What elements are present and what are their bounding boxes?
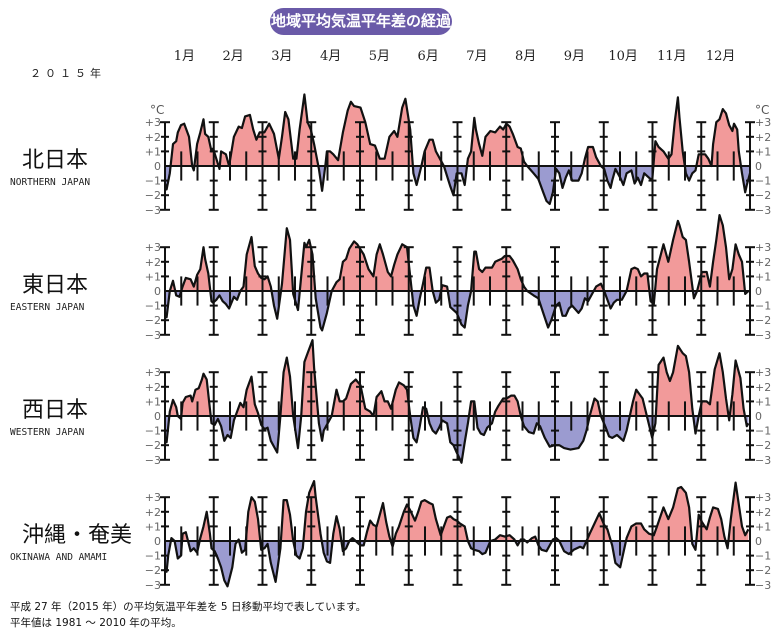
y-tick-label-left: −2 bbox=[145, 189, 161, 202]
footnote-line-1: 平成 27 年（2015 年）の平均気温平年差を 5 日移動平均で表しています。 bbox=[10, 601, 367, 613]
month-label: 2月 bbox=[222, 49, 243, 64]
y-tick-label-right: −2 bbox=[755, 314, 771, 327]
month-label: 9月 bbox=[564, 49, 585, 64]
y-tick-label-left: −2 bbox=[145, 564, 161, 577]
y-tick-label-left: +1 bbox=[145, 270, 161, 283]
y-tick-label-right: 0 bbox=[755, 410, 762, 423]
y-tick-label-right: 0 bbox=[755, 160, 762, 173]
y-tick-label-right: +3 bbox=[755, 241, 771, 254]
y-tick-label-left: +2 bbox=[145, 506, 161, 519]
y-tick-label-right: +2 bbox=[755, 256, 771, 269]
y-tick-label-right: +1 bbox=[755, 270, 771, 283]
negative-anomaly-area bbox=[165, 166, 750, 204]
panel-subtitle-northern: NORTHERN JAPAN bbox=[10, 177, 91, 188]
month-label: 10月 bbox=[608, 49, 638, 64]
y-tick-label-left: −3 bbox=[145, 579, 161, 592]
anomaly-line bbox=[165, 214, 750, 332]
y-tick-label-left: −1 bbox=[145, 300, 161, 313]
y-tick-label-right: −3 bbox=[755, 579, 771, 592]
y-tick-label-right: +2 bbox=[755, 506, 771, 519]
y-tick-label-left: −2 bbox=[145, 439, 161, 452]
y-tick-label-left: −2 bbox=[145, 314, 161, 327]
panel-subtitle-okinawa: OKINAWA AND AMAMI bbox=[10, 552, 108, 563]
footnote-line-2: 平年値は 1981 〜 2010 年の平均。 bbox=[10, 617, 182, 629]
y-tick-label-left: −3 bbox=[145, 329, 161, 342]
y-tick-label-right: −3 bbox=[755, 204, 771, 217]
month-label: 5月 bbox=[369, 49, 390, 64]
y-tick-label-right: −1 bbox=[755, 550, 771, 563]
panel-3: +3 +3+2 +2+1 +10 0−1 −1−2 −2−3 −3 bbox=[145, 480, 771, 592]
y-tick-label-left: −1 bbox=[145, 425, 161, 438]
month-label: 12月 bbox=[706, 49, 736, 64]
y-tick-label-right: +1 bbox=[755, 520, 771, 533]
month-label: 3月 bbox=[271, 49, 292, 64]
y-tick-label-left: −3 bbox=[145, 454, 161, 467]
y-tick-label-right: +3 bbox=[755, 116, 771, 129]
panel-title-eastern: 東日本 bbox=[22, 273, 89, 298]
y-tick-label-left: 0 bbox=[154, 160, 161, 173]
panel-subtitle-western: WESTERN JAPAN bbox=[10, 427, 85, 438]
y-tick-label-left: +3 bbox=[145, 366, 161, 379]
y-tick-label-right: −3 bbox=[755, 454, 771, 467]
panel-title-western: 西日本 bbox=[22, 398, 89, 423]
y-tick-label-right: 0 bbox=[755, 535, 762, 548]
anomaly-line bbox=[164, 480, 750, 588]
anomaly-line bbox=[165, 339, 750, 464]
y-tick-label-right: −2 bbox=[755, 564, 771, 577]
y-tick-label-left: 0 bbox=[154, 285, 161, 298]
y-tick-label-right: −1 bbox=[755, 425, 771, 438]
month-label: 11月 bbox=[657, 49, 687, 64]
month-label: 6月 bbox=[417, 49, 438, 64]
y-tick-label-left: −1 bbox=[145, 175, 161, 188]
y-tick-label-left: +2 bbox=[145, 131, 161, 144]
panel-title-okinawa: 沖縄・奄美 bbox=[22, 523, 133, 548]
negative-anomaly-area bbox=[165, 541, 749, 587]
y-tick-label-right: +2 bbox=[755, 381, 771, 394]
month-label: 4月 bbox=[320, 49, 341, 64]
panel-2: +3 +3+2 +2+1 +10 0−1 −1−2 −2−3 −3 bbox=[145, 339, 771, 467]
unit-label-left: °C bbox=[150, 103, 164, 117]
y-tick-label-left: −1 bbox=[145, 550, 161, 563]
panel-subtitle-eastern: EASTERN JAPAN bbox=[10, 302, 85, 313]
y-tick-label-left: +1 bbox=[145, 520, 161, 533]
y-tick-label-right: +3 bbox=[755, 366, 771, 379]
y-tick-label-left: +2 bbox=[145, 256, 161, 269]
chart-title: 地域平均気温平年差の経過 bbox=[270, 8, 452, 35]
y-tick-label-left: +3 bbox=[145, 491, 161, 504]
year-label: ２０１５年 bbox=[30, 67, 105, 80]
panel-title-northern: 北日本 bbox=[22, 148, 89, 173]
y-tick-label-left: 0 bbox=[154, 535, 161, 548]
y-tick-label-right: 0 bbox=[755, 285, 762, 298]
y-tick-label-right: −1 bbox=[755, 175, 771, 188]
panel-0: +3 +3+2 +2+1 +10 0−1 −1−2 −2−3 −3°C °C bbox=[145, 93, 771, 217]
y-tick-label-left: 0 bbox=[154, 410, 161, 423]
month-label: 1月 bbox=[174, 49, 195, 64]
month-label: 7月 bbox=[466, 49, 487, 64]
y-tick-label-right: −2 bbox=[755, 189, 771, 202]
y-tick-label-left: +2 bbox=[145, 381, 161, 394]
y-tick-label-right: −2 bbox=[755, 439, 771, 452]
y-tick-label-right: −3 bbox=[755, 329, 771, 342]
y-tick-label-left: +3 bbox=[145, 116, 161, 129]
unit-label-right: °C bbox=[755, 103, 769, 117]
y-tick-label-right: +1 bbox=[755, 145, 771, 158]
y-tick-label-left: +1 bbox=[145, 145, 161, 158]
month-label: 8月 bbox=[515, 49, 536, 64]
panel-1: +3 +3+2 +2+1 +10 0−1 −1−2 −2−3 −3 bbox=[145, 214, 771, 342]
y-tick-label-right: −1 bbox=[755, 300, 771, 313]
y-tick-label-left: −3 bbox=[145, 204, 161, 217]
y-tick-label-right: +2 bbox=[755, 131, 771, 144]
y-tick-label-right: +1 bbox=[755, 395, 771, 408]
y-tick-label-left: +1 bbox=[145, 395, 161, 408]
y-tick-label-left: +3 bbox=[145, 241, 161, 254]
y-tick-label-right: +3 bbox=[755, 491, 771, 504]
anomaly-line bbox=[163, 93, 752, 206]
